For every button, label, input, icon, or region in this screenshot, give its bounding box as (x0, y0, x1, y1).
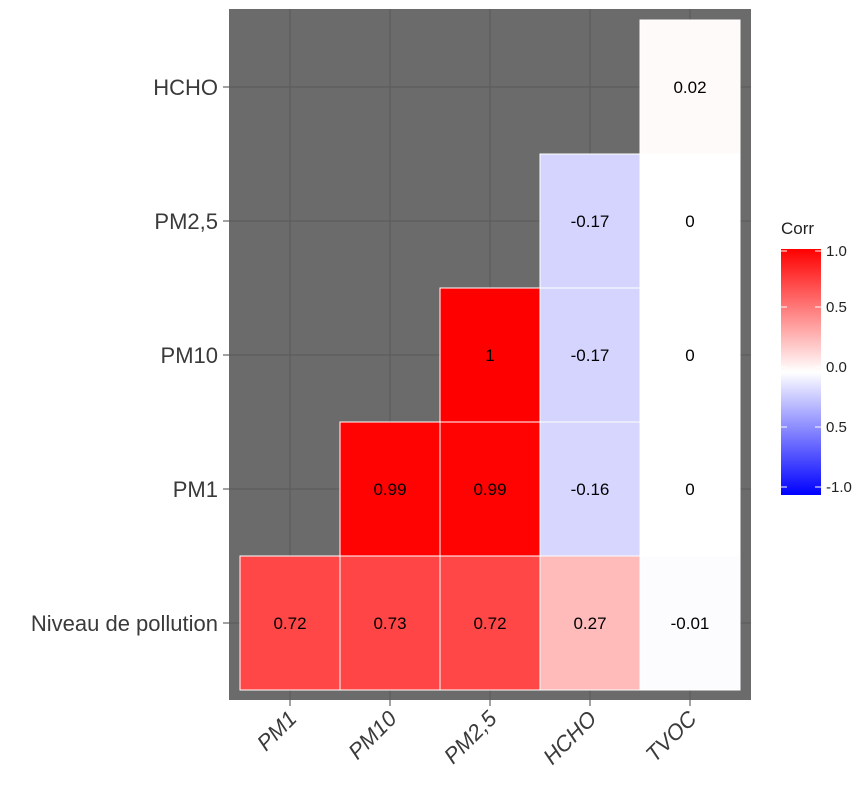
y-axis: HCHO PM2,5 PM10 PM1 Niveau de pollution (31, 75, 229, 636)
heatmap-cell (639, 19, 741, 155)
legend-tick-label: 1.0 (826, 243, 847, 260)
x-axis-label: PM10 (343, 705, 402, 764)
cell-value-label: -0.17 (571, 346, 610, 365)
y-axis-label: HCHO (153, 75, 218, 100)
cell-value-label: 0.73 (373, 614, 406, 633)
heatmap-cell (339, 555, 441, 691)
heatmap-cell (639, 555, 741, 691)
cell-value-label: 0.99 (473, 480, 506, 499)
heatmap-cell (539, 421, 641, 557)
x-axis-label: PM1 (252, 706, 302, 756)
x-axis: PM1 PM10 PM2,5 HCHO TVOC (252, 700, 702, 769)
cell-value-label: 1 (485, 346, 494, 365)
heatmap-cell (539, 555, 641, 691)
heatmap-cell (639, 153, 741, 289)
heatmap-cell (539, 287, 641, 423)
color-legend: Corr 1.0 0.5 0.0 0.5 -1.0 (781, 219, 852, 496)
cell-value-label: 0 (685, 346, 694, 365)
legend-tick-label: -1.0 (826, 479, 852, 496)
cell-labels: 0.02 -0.17 0 1 -0.17 0 0.99 0.99 -0.16 0 0.72 0.73 0… (273, 78, 709, 633)
cell-value-label: 0.72 (473, 614, 506, 633)
x-axis-label: HCHO (538, 706, 601, 769)
x-axis-label: PM2,5 (439, 705, 502, 768)
legend-title: Corr (781, 219, 814, 238)
cell-value-label: 0.27 (573, 614, 606, 633)
cell-value-label: -0.01 (671, 614, 710, 633)
heatmap-cell (539, 153, 641, 289)
cell-value-label: 0.02 (673, 78, 706, 97)
y-axis-label: Niveau de pollution (31, 611, 218, 636)
legend-colorbar (781, 249, 821, 495)
cell-value-label: 0.99 (373, 480, 406, 499)
legend-tick-label: 0.5 (826, 299, 847, 316)
heatmap-cell (439, 555, 541, 691)
y-axis-label: PM2,5 (154, 209, 218, 234)
cell-value-label: -0.16 (571, 480, 610, 499)
legend-tick-label: 0.5 (826, 419, 847, 436)
heatmap-cell (639, 421, 741, 557)
heatmap-cell (339, 421, 441, 557)
cell-value-label: 0 (685, 212, 694, 231)
y-axis-label: PM1 (173, 477, 218, 502)
heatmap-cell (239, 555, 341, 691)
cell-value-label: 0.72 (273, 614, 306, 633)
cell-value-label: -0.17 (571, 212, 610, 231)
cell-value-label: 0 (685, 480, 694, 499)
y-axis-label: PM10 (161, 343, 218, 368)
x-axis-label: TVOC (641, 706, 702, 767)
legend-tick-label: 0.0 (826, 359, 847, 376)
heatmap-cells (239, 19, 741, 691)
